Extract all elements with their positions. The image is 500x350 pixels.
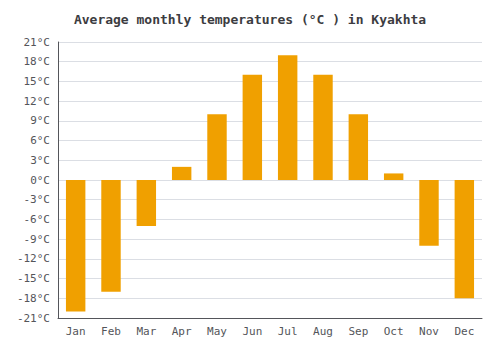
svg-text:Mar: Mar: [136, 325, 156, 338]
svg-text:-6°C: -6°C: [24, 213, 51, 226]
svg-text:12°C: 12°C: [24, 95, 51, 108]
svg-text:May: May: [207, 325, 227, 338]
svg-text:Oct: Oct: [384, 325, 404, 338]
svg-text:Dec: Dec: [454, 325, 474, 338]
svg-text:-15°C: -15°C: [17, 272, 50, 285]
svg-text:-21°C: -21°C: [17, 312, 50, 325]
svg-text:Sep: Sep: [348, 325, 368, 338]
svg-text:-12°C: -12°C: [17, 252, 50, 265]
svg-text:9°C: 9°C: [30, 114, 50, 127]
svg-text:0°C: 0°C: [30, 174, 50, 187]
svg-text:Jul: Jul: [278, 325, 298, 338]
svg-text:18°C: 18°C: [24, 55, 51, 68]
svg-text:-9°C: -9°C: [24, 233, 51, 246]
svg-text:Jun: Jun: [242, 325, 262, 338]
svg-text:6°C: 6°C: [30, 134, 50, 147]
svg-text:3°C: 3°C: [30, 154, 50, 167]
svg-text:15°C: 15°C: [24, 75, 51, 88]
svg-text:Aug: Aug: [313, 325, 333, 338]
svg-text:-3°C: -3°C: [24, 193, 51, 206]
svg-text:-18°C: -18°C: [17, 292, 50, 305]
svg-text:Nov: Nov: [419, 325, 439, 338]
svg-text:Feb: Feb: [101, 325, 121, 338]
svg-text:Apr: Apr: [172, 325, 192, 338]
svg-text:Jan: Jan: [66, 325, 86, 338]
svg-text:Average monthly temperatures (: Average monthly temperatures (°C ) in Ky…: [74, 12, 426, 27]
svg-text:21°C: 21°C: [24, 36, 51, 49]
